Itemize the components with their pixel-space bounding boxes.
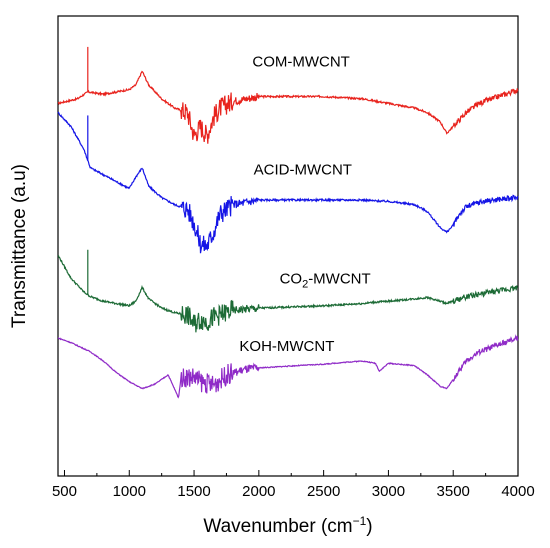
x-tick-label: 2500: [307, 483, 340, 500]
x-axis: 500 1000 1500 2000 2500 3000 3500 4000: [52, 470, 535, 500]
series-label: CO2-MWCNT: [280, 271, 371, 291]
x-tick-label: 3000: [372, 483, 405, 500]
series-line: [57, 334, 519, 399]
x-tick-label: 3500: [437, 483, 470, 500]
x-tick-label: 1000: [113, 483, 146, 500]
x-axis-title-superscript: −1: [353, 514, 367, 528]
plot-frame: [57, 15, 519, 477]
series-line: [57, 111, 519, 254]
series-line: [57, 254, 519, 333]
series-label: KOH-MWCNT: [239, 338, 334, 355]
series-labels: COM-MWCNT ACID-MWCNT CO2-MWCNT KOH-MWCNT: [239, 54, 370, 355]
x-tick-label: 2000: [242, 483, 275, 500]
series-layer: [57, 46, 519, 399]
x-tick-label: 4000: [501, 483, 534, 500]
x-axis-title-end: ): [366, 516, 372, 537]
y-axis-title: Transmittance (a.u): [9, 164, 30, 328]
x-axis-title: Wavenumber (cm−1): [203, 514, 372, 537]
x-tick-label: 500: [52, 483, 77, 500]
series-label: COM-MWCNT: [252, 54, 349, 71]
series-line: [57, 70, 519, 144]
x-tick-label: 1500: [177, 483, 210, 500]
series-label: ACID-MWCNT: [254, 162, 352, 179]
